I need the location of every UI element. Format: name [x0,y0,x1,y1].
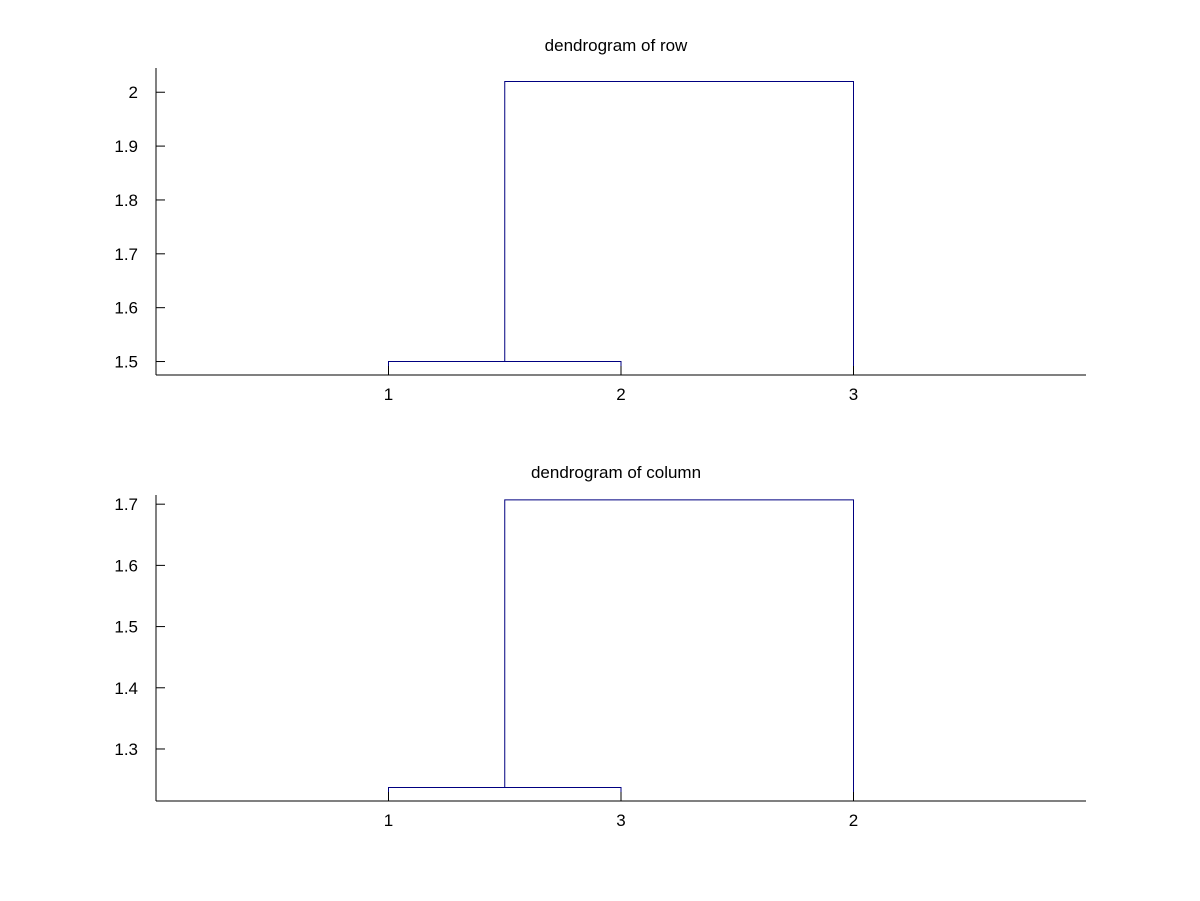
x-tick-label: 1 [384,811,393,830]
dendrogram-link-second-merge [504,499,854,801]
y-tick-label: 1.3 [114,740,138,759]
y-ticks: 1.3 1.4 1.5 1.6 1.7 [114,495,165,759]
y-tick-label: 2 [129,83,138,102]
row-dendrogram-chart: dendrogram of row 1.5 1.6 1.7 1.8 1.9 2 1 2 3 [114,36,1086,404]
y-tick-label: 1.4 [114,679,138,698]
x-tick-label: 3 [849,385,858,404]
chart-title: dendrogram of column [531,463,701,482]
dendrogram-link-first-merge [388,787,622,801]
y-tick-label: 1.7 [114,245,138,264]
x-tick-label: 1 [384,385,393,404]
y-tick-label: 1.5 [114,618,138,637]
column-dendrogram-chart: dendrogram of column 1.3 1.4 1.5 1.6 1.7 1 3 2 [114,463,1086,830]
dendrogram-link-first-merge [388,361,622,375]
x-ticks: 1 2 3 [384,366,858,404]
axes [155,68,1086,376]
y-tick-label: 1.9 [114,137,138,156]
dendrogram-links [388,499,854,801]
y-tick-label: 1.6 [114,556,138,575]
y-tick-label: 1.8 [114,191,138,210]
x-tick-label: 2 [849,811,858,830]
y-tick-label: 1.5 [114,353,138,372]
y-tick-label: 1.6 [114,299,138,318]
x-ticks: 1 3 2 [384,792,858,830]
dendrogram-links [388,80,854,375]
x-tick-label: 3 [616,811,625,830]
y-tick-label: 1.7 [114,495,138,514]
dendrogram-link-second-merge [504,80,854,375]
axes [155,495,1086,802]
chart-title: dendrogram of row [545,36,688,55]
x-tick-label: 2 [616,385,625,404]
y-ticks: 1.5 1.6 1.7 1.8 1.9 2 [114,83,165,372]
